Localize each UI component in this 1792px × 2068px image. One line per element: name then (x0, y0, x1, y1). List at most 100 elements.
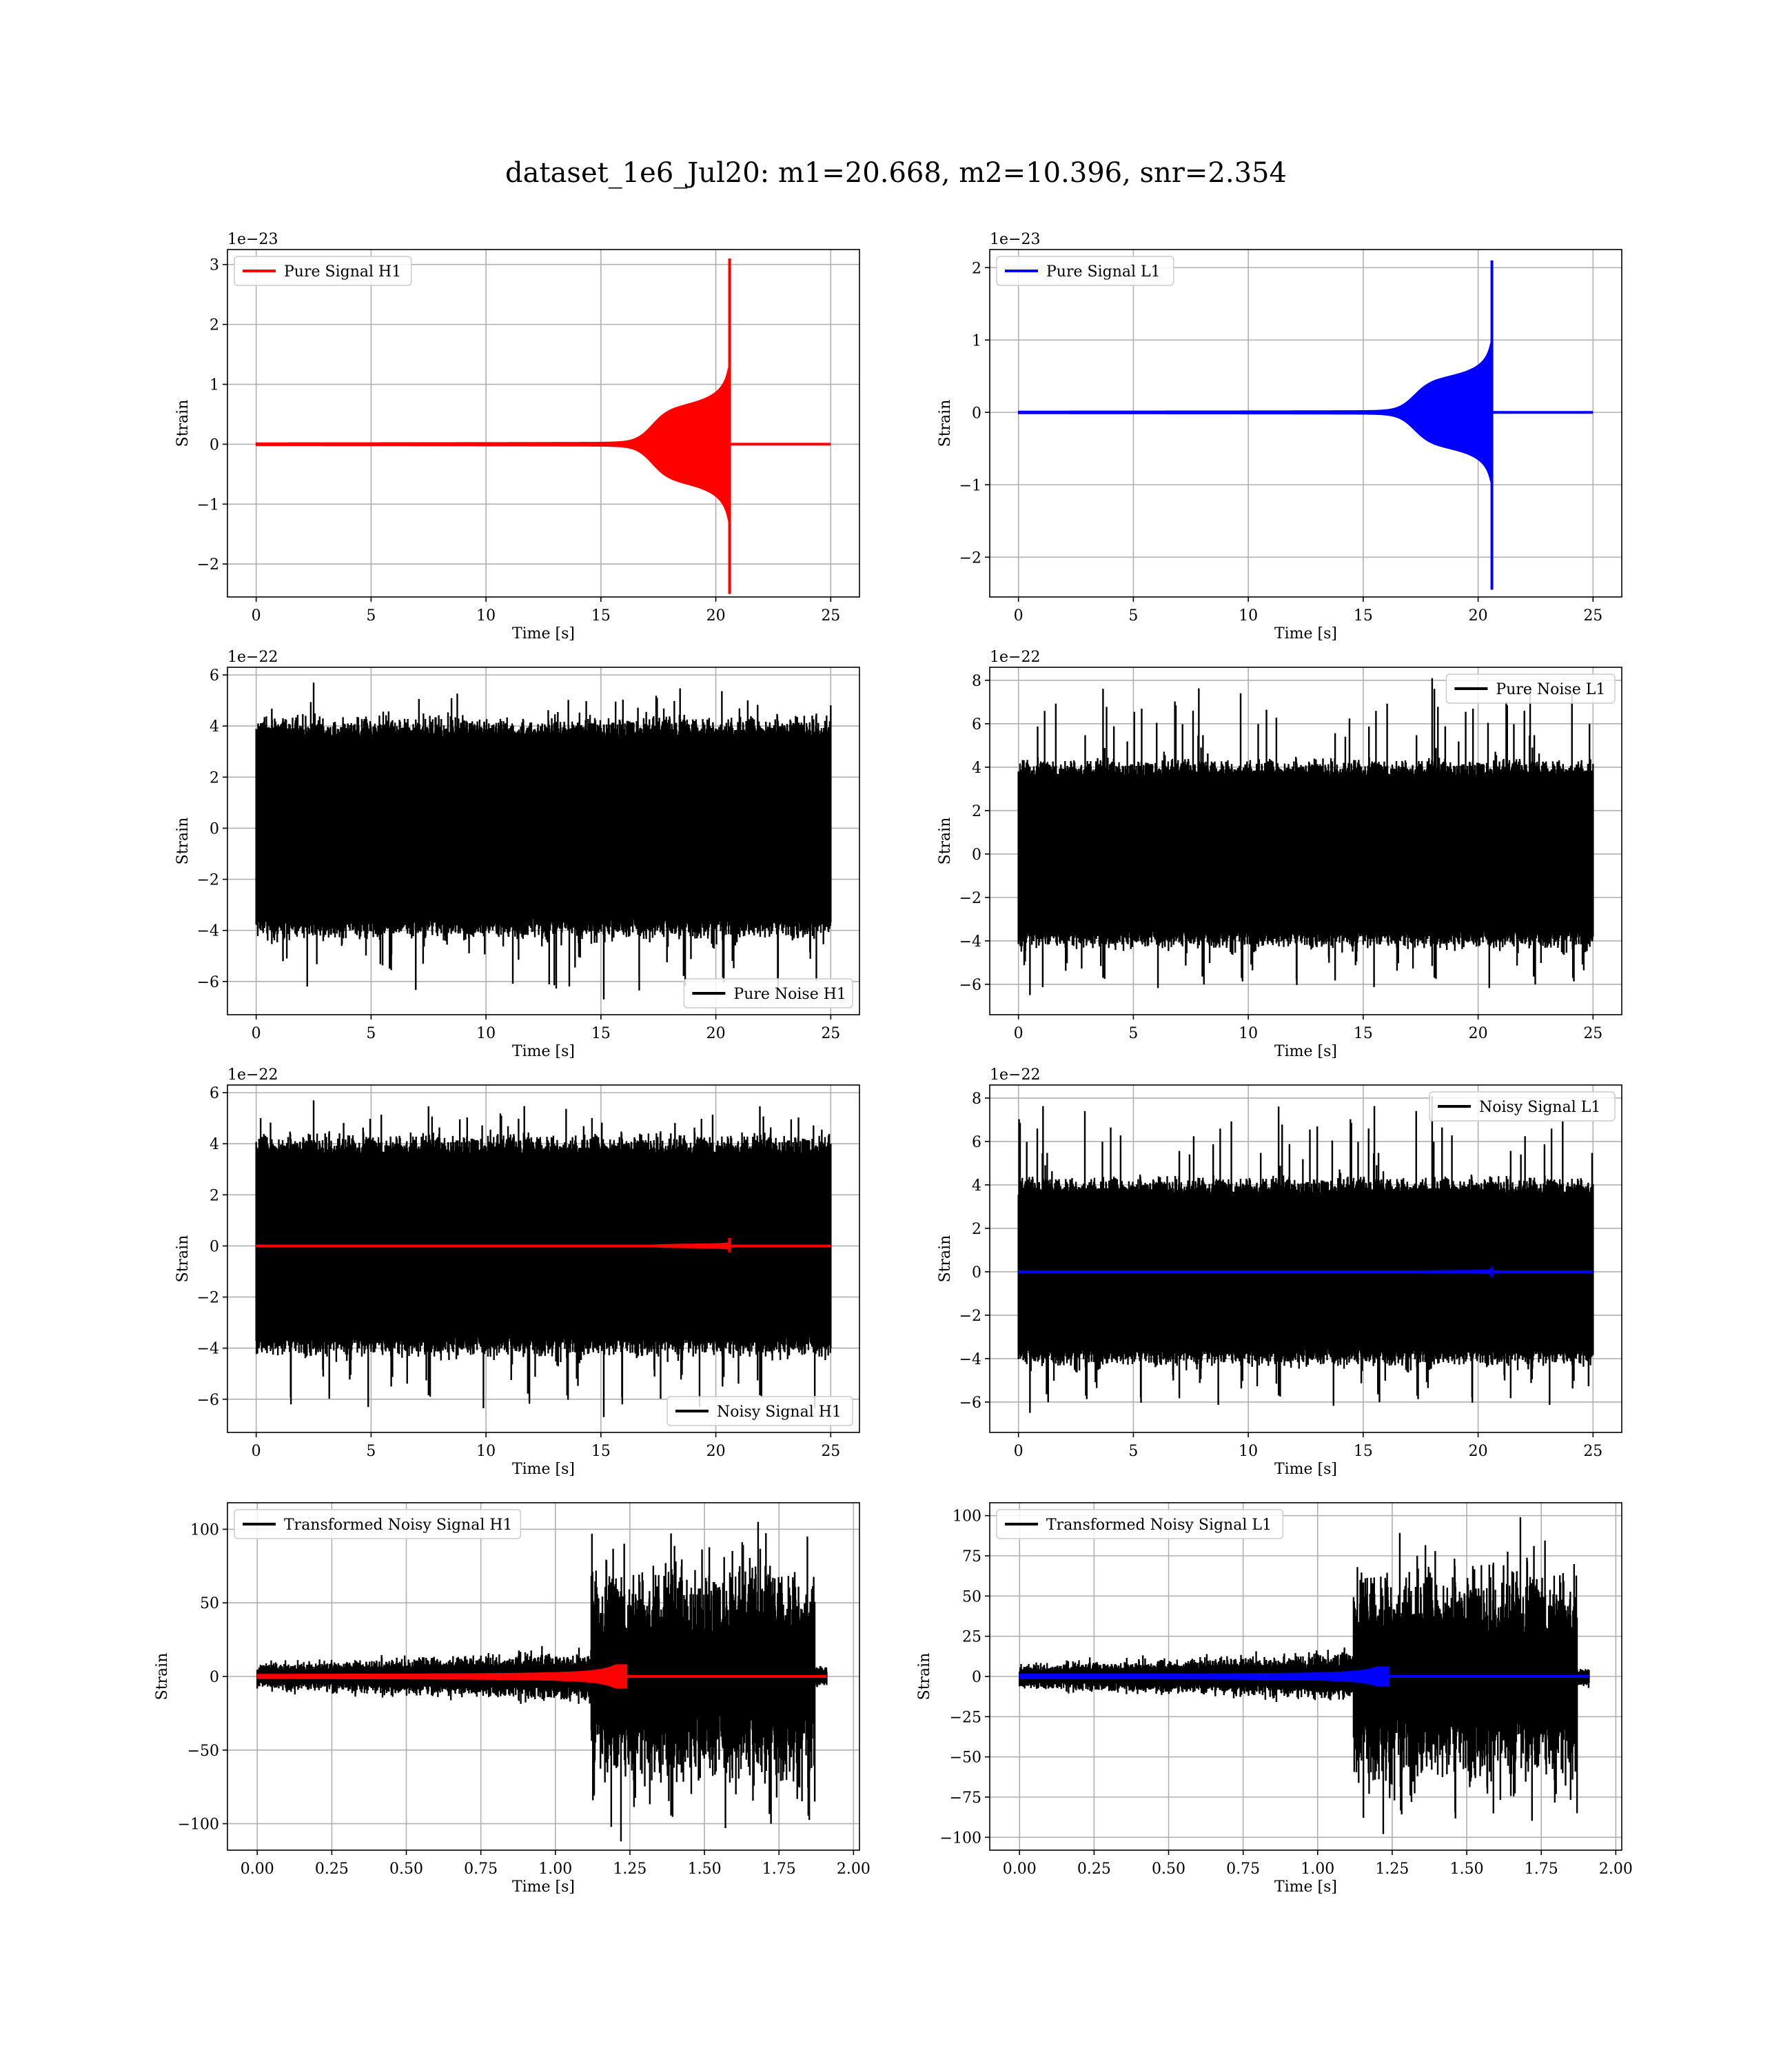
x-tick-label: 5 (1128, 1443, 1138, 1460)
legend-box (996, 256, 1174, 286)
x-tick-label: 15 (591, 607, 611, 625)
series-0 (1017, 678, 1594, 995)
x-axis-label: Time [s] (1274, 1043, 1337, 1060)
x-tick-label: 0.00 (241, 1861, 274, 1878)
x-tick-label: 1.00 (538, 1861, 572, 1878)
y-tick-label: 50 (200, 1595, 219, 1612)
y-tick-label: 1 (972, 332, 981, 349)
axes-frame (989, 249, 1622, 598)
y-tick-label: 100 (953, 1508, 981, 1525)
y-tick-label: 4 (972, 760, 981, 777)
y-tick-label: 2 (972, 260, 981, 277)
x-tick-label: 0 (1014, 1443, 1024, 1460)
legend-box (996, 1509, 1284, 1539)
legend: Pure Signal L1 (996, 256, 1174, 286)
y-tick-label: −4 (197, 1341, 219, 1358)
x-tick-label: 0.75 (464, 1861, 498, 1878)
x-tick-label: 5 (1128, 607, 1138, 625)
chart-pure-noise-h1: 0 5 10 15 20 25 −6 −4 −2 0 2 4 6 Time [s] Strain 1e−22 P… (174, 649, 860, 1060)
x-tick-label: 20 (1469, 1443, 1488, 1460)
x-tick-label: 10 (1239, 607, 1258, 625)
plot-area (255, 258, 831, 594)
offset-label: 1e−22 (227, 1066, 278, 1084)
y-axis-label: Strain (937, 400, 954, 447)
offset-label: 1e−22 (990, 649, 1040, 666)
x-tick-label: 2.00 (1599, 1861, 1633, 1878)
x-tick-label: 2.00 (837, 1861, 870, 1878)
x-tick-label: 1.00 (1301, 1861, 1334, 1878)
chart-transformed-noisy-signal-l1: 0.00 0.25 0.50 0.75 1.00 1.25 1.50 1.75 2.00 −100… (916, 1502, 1633, 1896)
x-tick-label: 0 (1014, 1025, 1024, 1042)
x-tick-label: 0.50 (1152, 1861, 1185, 1878)
x-tick-label: 5 (366, 1025, 376, 1042)
legend-box (1445, 673, 1616, 704)
legend-label: Transformed Noisy Signal L1 (1046, 1517, 1272, 1534)
y-tick-label: −50 (187, 1743, 219, 1760)
offset-label: 1e−23 (990, 231, 1040, 248)
y-tick-label: 75 (962, 1548, 981, 1565)
legend: Pure Signal H1 (234, 256, 412, 286)
legend: Noisy Signal L1 (1429, 1091, 1616, 1122)
series-0 (1017, 1095, 1594, 1413)
legend-label: Pure Noise H1 (733, 986, 846, 1003)
plot-area (1017, 1095, 1594, 1413)
x-axis-label: Time [s] (1274, 625, 1337, 642)
plot-area (1019, 1517, 1590, 1834)
y-tick-label: 6 (972, 1134, 981, 1151)
legend-box (234, 1509, 522, 1539)
x-tick-label: 0 (252, 1443, 261, 1460)
y-tick-label: 4 (972, 1177, 981, 1195)
y-tick-label: −4 (197, 923, 219, 940)
x-tick-label: 0.75 (1226, 1861, 1260, 1878)
legend-label: Pure Signal H1 (284, 263, 401, 281)
x-tick-label: 0.50 (389, 1861, 423, 1878)
x-tick-label: 0.25 (315, 1861, 349, 1878)
x-tick-label: 25 (1583, 1443, 1602, 1460)
x-tick-label: 1.25 (1375, 1861, 1409, 1878)
y-tick-label: 0 (210, 436, 219, 454)
y-tick-label: 0 (972, 405, 981, 422)
x-tick-label: 5 (366, 607, 376, 625)
y-axis-label: Strain (937, 1235, 954, 1283)
legend-label: Pure Signal L1 (1046, 263, 1161, 281)
chart-noisy-signal-l1: 0 5 10 15 20 25 −6 −4 −2 0 2 4 6 8 Time [s] Strain 1e−22… (937, 1066, 1622, 1478)
x-tick-label: 15 (1354, 1443, 1373, 1460)
y-tick-label: 8 (972, 1091, 981, 1108)
x-tick-label: 20 (706, 1025, 726, 1042)
x-tick-label: 20 (1469, 1025, 1488, 1042)
y-tick-label: −50 (950, 1750, 981, 1767)
y-tick-label: −1 (197, 496, 219, 514)
y-tick-label: 100 (190, 1521, 219, 1539)
axes-frame (989, 1084, 1622, 1433)
y-tick-label: −100 (178, 1816, 219, 1834)
x-tick-label: 10 (476, 1443, 496, 1460)
y-axis-label: Strain (174, 818, 192, 865)
chart-transformed-noisy-signal-h1: 0.00 0.25 0.50 0.75 1.00 1.25 1.50 1.75 2.00 −100… (154, 1502, 870, 1896)
x-tick-label: 15 (591, 1443, 611, 1460)
x-tick-label: 25 (821, 1025, 840, 1042)
plot-area (256, 1521, 828, 1842)
x-tick-label: 1.75 (1525, 1861, 1558, 1878)
x-tick-label: 15 (1354, 1025, 1373, 1042)
y-tick-label: 8 (972, 673, 981, 690)
y-tick-label: 4 (210, 718, 219, 736)
y-tick-label: −6 (959, 977, 981, 994)
y-tick-label: 1 (210, 377, 219, 394)
x-tick-label: 10 (476, 1025, 496, 1042)
legend: Noisy Signal H1 (666, 1396, 853, 1426)
legend-label: Noisy Signal L1 (1479, 1099, 1600, 1116)
y-tick-label: −75 (950, 1790, 981, 1807)
figure-title: dataset_1e6_Jul20: m1=20.668, m2=10.396,… (505, 157, 1287, 189)
y-axis-label: Strain (174, 1235, 192, 1283)
series-peak-1 (1018, 1267, 1594, 1277)
chart-pure-signal-h1: 0 5 10 15 20 25 −2 −1 0 1 2 3 Time [s] Strain 1e−23 Pur… (174, 231, 860, 642)
plot-area (1017, 260, 1594, 590)
x-tick-label: 10 (1239, 1025, 1258, 1042)
y-axis-label: Strain (937, 818, 954, 865)
legend-box (683, 978, 853, 1008)
y-tick-label: 6 (210, 667, 219, 685)
x-tick-label: 10 (476, 607, 496, 625)
y-tick-label: 4 (210, 1136, 219, 1153)
y-tick-label: 2 (210, 317, 219, 334)
y-tick-label: 6 (972, 716, 981, 733)
